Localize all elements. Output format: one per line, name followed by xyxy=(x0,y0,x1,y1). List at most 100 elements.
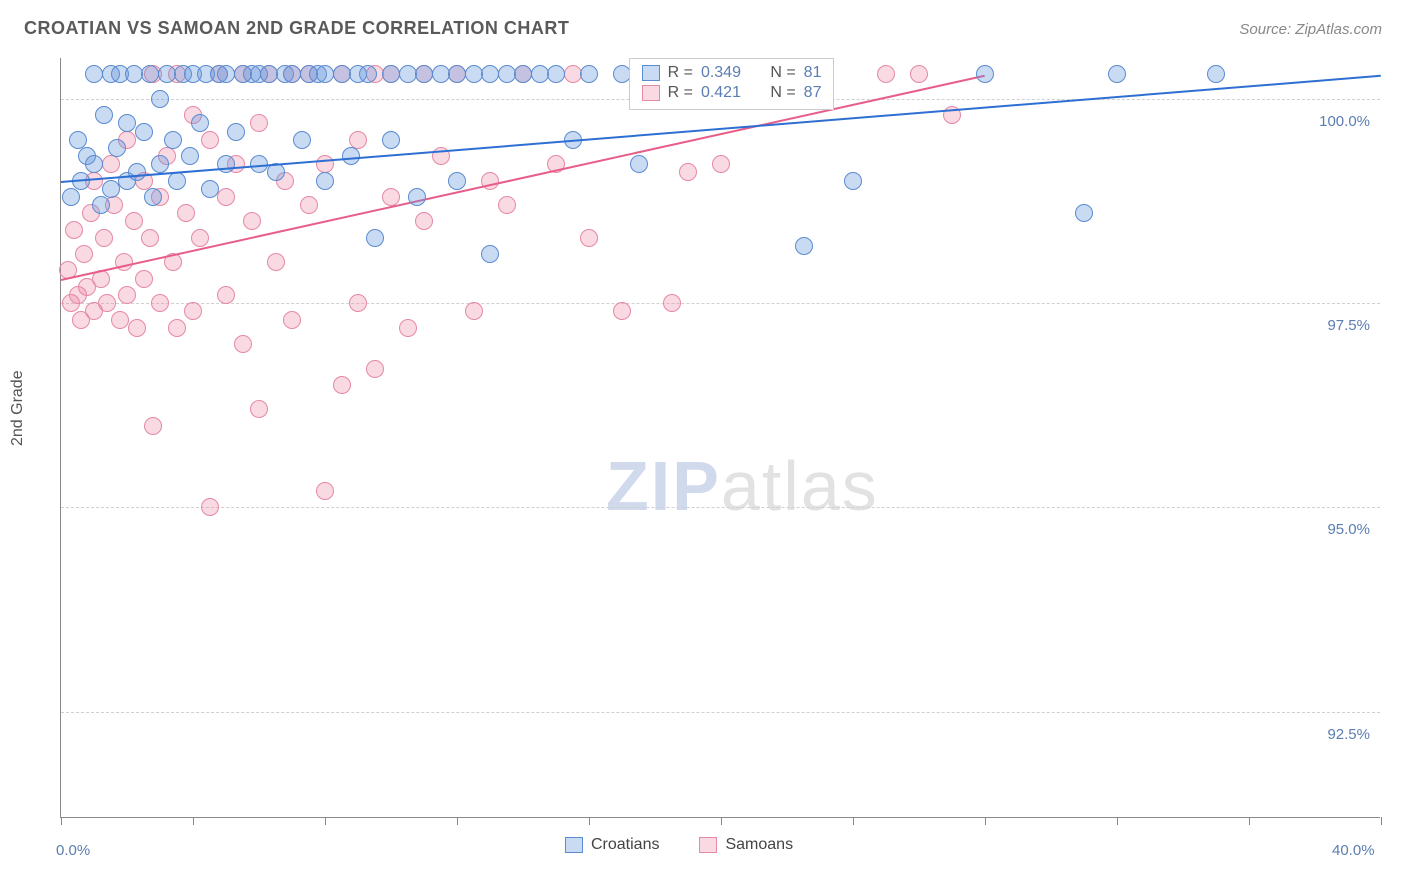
data-point-samoans xyxy=(201,131,219,149)
data-point-croatians xyxy=(415,65,433,83)
data-point-croatians xyxy=(135,123,153,141)
data-point-samoans xyxy=(217,286,235,304)
data-point-croatians xyxy=(359,65,377,83)
x-tick xyxy=(1249,817,1250,825)
data-point-samoans xyxy=(366,360,384,378)
corr-swatch-croatians xyxy=(642,65,660,81)
data-point-croatians xyxy=(976,65,994,83)
data-point-croatians xyxy=(191,114,209,132)
data-point-samoans xyxy=(102,155,120,173)
data-point-croatians xyxy=(399,65,417,83)
data-point-samoans xyxy=(128,319,146,337)
data-point-croatians xyxy=(217,155,235,173)
data-point-croatians xyxy=(260,65,278,83)
legend-bottom: Croatians Samoans xyxy=(565,836,793,854)
data-point-samoans xyxy=(910,65,928,83)
data-point-croatians xyxy=(448,65,466,83)
data-point-samoans xyxy=(267,253,285,271)
data-point-croatians xyxy=(141,65,159,83)
corr-n-label: N = xyxy=(770,84,795,102)
corr-n-value-samoans: 87 xyxy=(804,84,822,102)
data-point-croatians xyxy=(432,65,450,83)
data-point-croatians xyxy=(217,65,235,83)
corr-r-label: R = xyxy=(668,64,693,82)
data-point-samoans xyxy=(349,294,367,312)
data-point-samoans xyxy=(191,229,209,247)
legend-item-samoans: Samoans xyxy=(699,836,793,854)
data-point-croatians xyxy=(844,172,862,190)
gridline-h xyxy=(61,712,1380,713)
data-point-samoans xyxy=(415,212,433,230)
data-point-samoans xyxy=(141,229,159,247)
plot-area: ZIPatlas 100.0%97.5%95.0%92.5%R = 0.349 … xyxy=(60,58,1380,818)
data-point-croatians xyxy=(92,196,110,214)
x-tick xyxy=(589,817,590,825)
legend-swatch-croatians xyxy=(565,837,583,853)
data-point-croatians xyxy=(1075,204,1093,222)
data-point-croatians xyxy=(151,90,169,108)
data-point-croatians xyxy=(481,245,499,263)
data-point-croatians xyxy=(62,188,80,206)
data-point-samoans xyxy=(498,196,516,214)
data-point-samoans xyxy=(111,311,129,329)
data-point-croatians xyxy=(481,65,499,83)
data-point-croatians xyxy=(164,131,182,149)
data-point-croatians xyxy=(795,237,813,255)
data-point-croatians xyxy=(118,114,136,132)
data-point-croatians xyxy=(547,65,565,83)
data-point-samoans xyxy=(168,319,186,337)
data-point-samoans xyxy=(250,114,268,132)
data-point-samoans xyxy=(95,229,113,247)
data-point-croatians xyxy=(366,229,384,247)
legend-item-croatians: Croatians xyxy=(565,836,659,854)
corr-r-label: R = xyxy=(668,84,693,102)
data-point-croatians xyxy=(95,106,113,124)
corr-n-value-croatians: 81 xyxy=(804,64,822,82)
data-point-croatians xyxy=(144,188,162,206)
x-tick xyxy=(325,817,326,825)
corr-n-label: N = xyxy=(770,64,795,82)
data-point-samoans xyxy=(300,196,318,214)
data-point-croatians xyxy=(382,131,400,149)
data-point-samoans xyxy=(115,253,133,271)
data-point-croatians xyxy=(227,123,245,141)
data-point-samoans xyxy=(877,65,895,83)
data-point-croatians xyxy=(316,65,334,83)
data-point-croatians xyxy=(85,155,103,173)
data-point-samoans xyxy=(125,212,143,230)
data-point-croatians xyxy=(102,180,120,198)
gridline-h xyxy=(61,507,1380,508)
data-point-croatians xyxy=(408,188,426,206)
data-point-samoans xyxy=(243,212,261,230)
data-point-croatians xyxy=(316,172,334,190)
corr-r-value-samoans: 0.421 xyxy=(701,84,741,102)
data-point-croatians xyxy=(128,163,146,181)
data-point-croatians xyxy=(158,65,176,83)
data-point-samoans xyxy=(613,302,631,320)
legend-swatch-samoans xyxy=(699,837,717,853)
data-point-croatians xyxy=(108,139,126,157)
data-point-samoans xyxy=(144,417,162,435)
x-tick xyxy=(457,817,458,825)
data-point-croatians xyxy=(168,172,186,190)
corr-swatch-samoans xyxy=(642,85,660,101)
x-tick xyxy=(1381,817,1382,825)
data-point-samoans xyxy=(234,335,252,353)
watermark: ZIPatlas xyxy=(606,446,879,526)
data-point-croatians xyxy=(1108,65,1126,83)
source-name: ZipAtlas.com xyxy=(1295,21,1382,38)
data-point-samoans xyxy=(65,221,83,239)
data-point-samoans xyxy=(98,294,116,312)
data-point-samoans xyxy=(382,188,400,206)
data-point-samoans xyxy=(316,155,334,173)
data-point-croatians xyxy=(85,65,103,83)
chart-title: CROATIAN VS SAMOAN 2ND GRADE CORRELATION… xyxy=(24,18,569,39)
data-point-samoans xyxy=(679,163,697,181)
y-tick-label: 100.0% xyxy=(1317,113,1372,130)
data-point-croatians xyxy=(333,65,351,83)
data-point-croatians xyxy=(514,65,532,83)
data-point-samoans xyxy=(177,204,195,222)
y-tick-label: 92.5% xyxy=(1325,726,1372,743)
data-point-samoans xyxy=(465,302,483,320)
x-axis-max-label: 40.0% xyxy=(1332,842,1375,859)
